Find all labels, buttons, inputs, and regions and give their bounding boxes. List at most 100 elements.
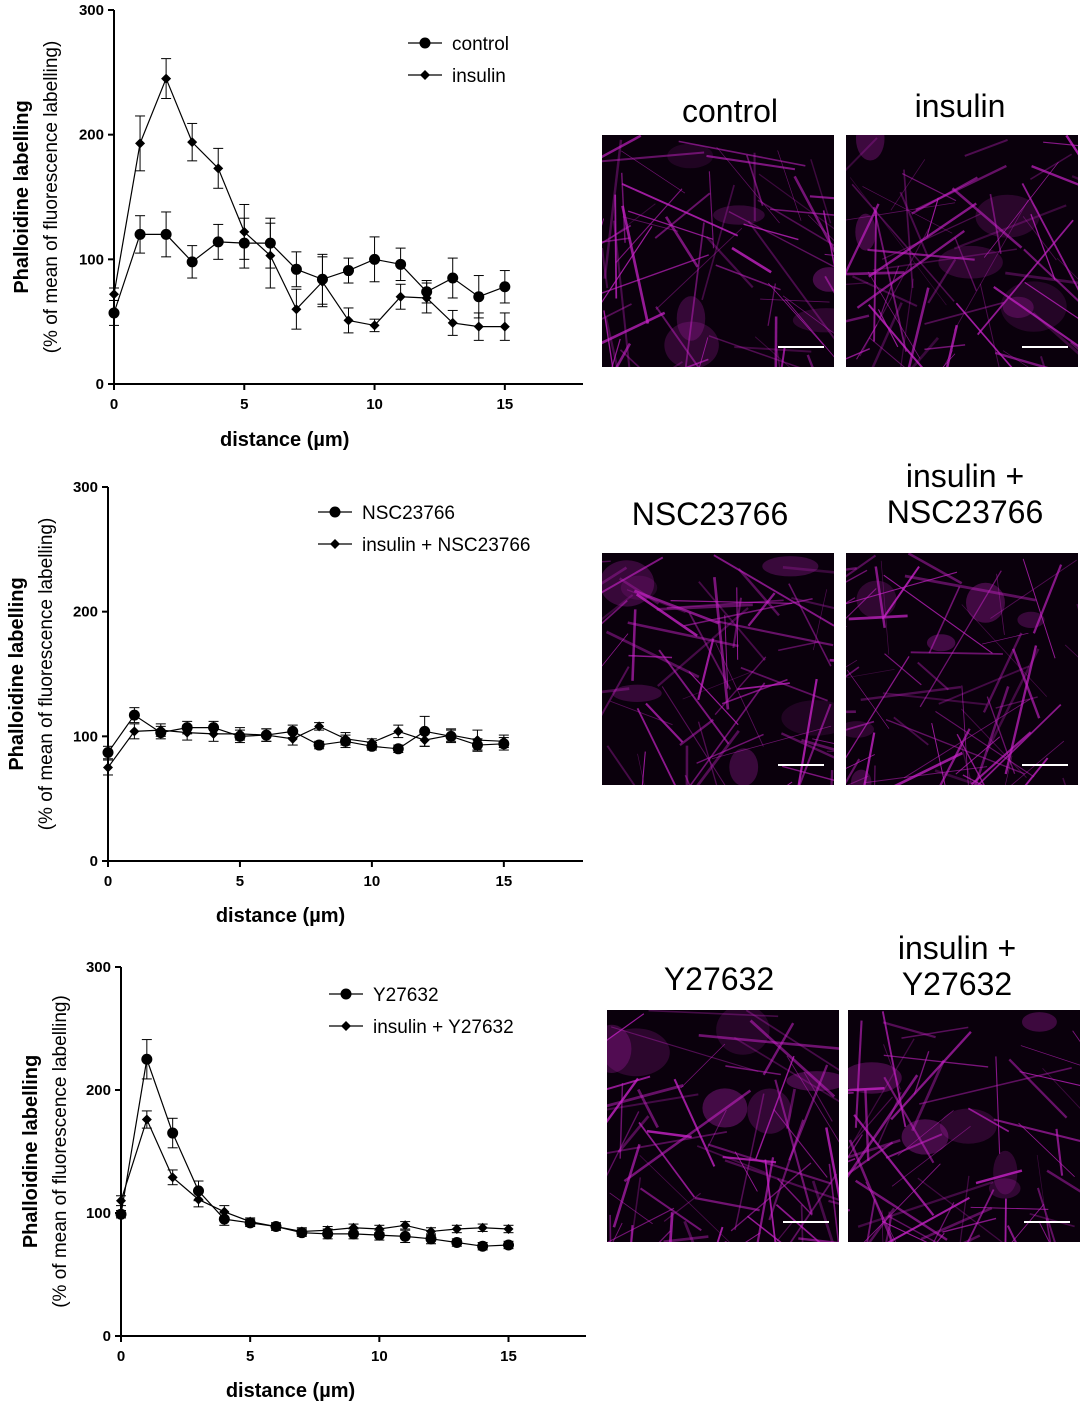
actin-filament	[730, 1162, 812, 1232]
actin-filament	[701, 184, 735, 301]
actin-filament	[982, 632, 1029, 645]
data-point	[271, 1221, 281, 1232]
actin-filament	[607, 1093, 699, 1111]
data-point	[343, 265, 354, 277]
actin-filament	[986, 696, 1016, 775]
actin-filament	[903, 169, 914, 289]
actin-filament	[1022, 558, 1056, 659]
actin-filament	[825, 1127, 839, 1202]
legend-entry: insulin + NSC23766	[318, 535, 530, 556]
actin-filament	[607, 1077, 639, 1124]
cell-body	[812, 267, 834, 292]
fluorescence-image	[602, 554, 834, 785]
actin-filament	[911, 176, 978, 215]
cell-body	[940, 1108, 997, 1144]
actin-filament	[846, 775, 869, 785]
actin-filament	[764, 1159, 777, 1242]
data-point	[399, 1230, 411, 1242]
actin-filament	[882, 1021, 936, 1039]
legend-label: insulin	[452, 66, 506, 87]
actin-filament	[615, 342, 632, 367]
actin-filament	[607, 1075, 651, 1091]
actin-filament	[1065, 135, 1078, 156]
actin-filament	[1046, 1169, 1080, 1193]
actin-filament	[602, 556, 664, 594]
actin-filament	[1029, 1212, 1075, 1228]
actin-filament	[696, 733, 764, 764]
actin-filament	[846, 710, 856, 714]
actin-filament	[945, 324, 959, 367]
actin-filament	[606, 745, 636, 785]
cell-body	[965, 582, 1005, 623]
fluorescence-image	[846, 135, 1078, 367]
actin-filament	[913, 1051, 930, 1095]
y-axis-label: Phalloidine labelling	[20, 1055, 42, 1248]
data-point	[115, 1208, 127, 1220]
data-point	[109, 289, 119, 300]
actin-filament	[619, 349, 641, 367]
actin-filament	[683, 1220, 695, 1242]
actin-filament	[615, 188, 683, 263]
actin-filament	[848, 1134, 863, 1159]
actin-filament	[725, 1065, 781, 1076]
actin-filament	[762, 1022, 795, 1076]
actin-filament	[846, 758, 861, 785]
micrograph-insulin	[846, 135, 1078, 367]
data-point	[446, 730, 457, 741]
actin-filament	[1023, 248, 1078, 302]
actin-filament	[881, 565, 920, 620]
actin-filament	[666, 599, 784, 609]
actin-filament	[696, 729, 740, 785]
cell-body	[602, 560, 655, 607]
actin-filament	[985, 648, 1040, 753]
actin-filament	[602, 594, 634, 621]
actin-filament	[786, 1055, 839, 1143]
actin-filament	[882, 1220, 928, 1242]
panel-title-insulin: insulin	[914, 88, 1006, 124]
actin-filament	[696, 1145, 769, 1175]
y-axis-label-sub: (% of mean of fluorescence labelling)	[36, 518, 57, 831]
actin-filament	[612, 220, 631, 367]
cell-body	[851, 769, 872, 785]
actin-filament	[648, 1010, 779, 1018]
actin-filament	[846, 571, 958, 605]
micrograph-insulin-y27632	[848, 1010, 1080, 1242]
actin-filament	[798, 1237, 839, 1242]
actin-filament	[636, 707, 677, 785]
actin-filament	[1030, 213, 1056, 281]
actin-filament	[781, 765, 834, 781]
actin-filament	[852, 275, 918, 307]
actin-filament	[927, 258, 957, 304]
actin-filament	[773, 1108, 828, 1178]
actin-filament	[879, 266, 900, 318]
cell-body	[848, 1062, 902, 1094]
actin-filament	[775, 1221, 793, 1242]
actin-filament	[955, 302, 1013, 367]
actin-filament	[911, 336, 940, 367]
actin-filament	[621, 205, 650, 324]
cell-body	[926, 634, 956, 652]
legend-marker	[330, 539, 340, 549]
y-axis-label: Phalloidine labelling	[11, 100, 33, 293]
actin-filament	[713, 577, 730, 710]
actin-filament	[743, 223, 799, 241]
actin-filament	[682, 670, 755, 700]
actin-filament	[884, 653, 922, 686]
actin-filament	[745, 154, 764, 206]
series-2	[116, 1110, 514, 1237]
actin-filament	[887, 1196, 970, 1242]
data-point	[374, 1223, 385, 1234]
actin-filament	[745, 1010, 839, 1072]
y-tick-label: 0	[103, 1328, 111, 1345]
actin-filament	[609, 1192, 653, 1225]
data-point	[317, 276, 328, 287]
actin-filament	[901, 173, 957, 202]
data-point	[419, 735, 430, 746]
actin-filament	[959, 1175, 970, 1242]
actin-filament	[734, 345, 812, 353]
actin-filament	[1042, 1067, 1080, 1109]
data-point	[108, 307, 120, 319]
actin-filament	[883, 1044, 901, 1090]
actin-filament	[883, 574, 993, 654]
